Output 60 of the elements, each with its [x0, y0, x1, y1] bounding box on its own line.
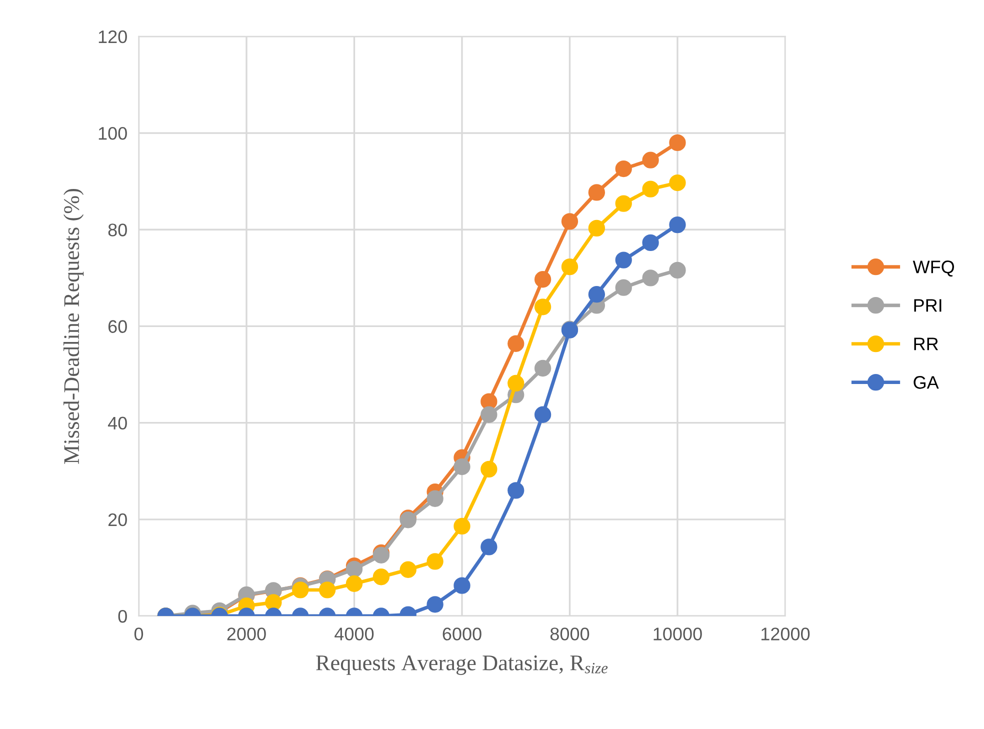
point	[480, 460, 498, 478]
legend-label: WFQ	[912, 260, 954, 277]
point	[588, 184, 606, 201]
y-tick-label: 20	[108, 513, 127, 526]
point	[561, 258, 578, 276]
point	[454, 458, 470, 476]
point	[265, 594, 282, 611]
point	[588, 220, 606, 237]
point	[426, 596, 444, 613]
point	[534, 271, 552, 288]
point	[588, 286, 606, 303]
y-tick-label: 80	[108, 224, 127, 236]
point	[642, 152, 659, 168]
point	[372, 568, 390, 586]
x-tick-label: 6000	[442, 628, 482, 640]
point	[615, 160, 632, 178]
point	[480, 538, 498, 556]
point	[508, 335, 524, 352]
x-tick-label: 12000	[762, 628, 810, 640]
point	[400, 561, 416, 578]
legend-label: GA	[914, 376, 939, 389]
point	[346, 560, 363, 578]
y-tick-label: 0	[118, 610, 127, 623]
y-tick-label: 40	[108, 416, 127, 430]
point	[426, 553, 444, 570]
point	[561, 213, 578, 230]
point	[615, 279, 632, 296]
y-tick-label: 60	[108, 320, 127, 333]
y-axis-title: Missed-Deadline Requests (%)	[63, 188, 84, 464]
legend-label: RR	[914, 338, 938, 350]
x-tick-label: 4000	[334, 628, 374, 640]
point	[454, 577, 470, 594]
x-tick-label: 10000	[654, 628, 702, 640]
point	[669, 134, 686, 152]
point	[534, 406, 552, 423]
point	[346, 575, 363, 592]
point	[615, 252, 632, 268]
point	[318, 582, 336, 598]
point	[508, 482, 524, 499]
point	[426, 490, 444, 507]
y-tick-label: 120	[98, 30, 127, 44]
point	[534, 298, 552, 316]
legend-label: PRI	[914, 299, 942, 312]
point	[508, 374, 524, 392]
x-tick-label: 8000	[550, 628, 590, 640]
point	[669, 174, 686, 192]
x-axis-title: Requests Average Datasize, R$_{size}$	[316, 655, 608, 675]
x-tick-label: 0	[134, 628, 144, 640]
point	[480, 406, 498, 423]
y-tick-label: 100	[98, 126, 127, 140]
point	[615, 195, 632, 212]
x-tick-label: 2000	[227, 628, 266, 640]
point	[669, 262, 686, 279]
point	[534, 360, 552, 377]
point	[292, 582, 309, 598]
point	[642, 234, 659, 252]
point	[454, 518, 470, 535]
point	[669, 216, 686, 234]
point	[642, 180, 659, 198]
point	[642, 270, 659, 286]
